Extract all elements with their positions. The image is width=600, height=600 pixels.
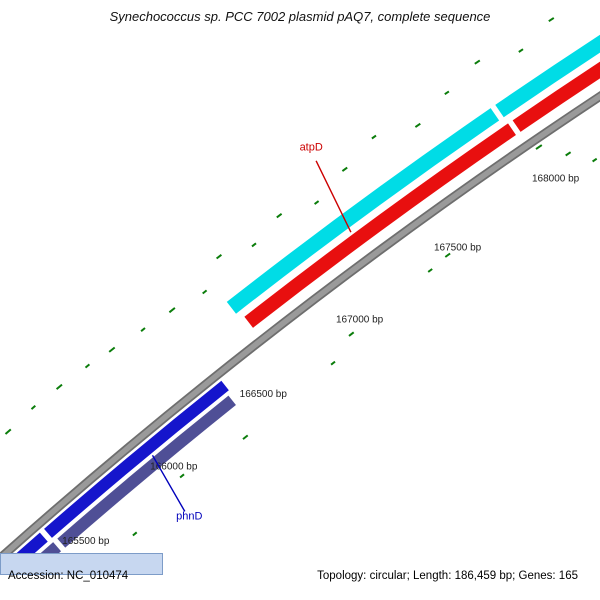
feature-tick [414,122,421,128]
feature-tick [179,473,185,479]
ruler-label: 167000 bp [336,315,384,326]
gene-band-red-seg2[interactable] [512,31,600,132]
gene-label-phnD[interactable]: phnD [176,510,202,522]
feature-tick [84,363,91,369]
selection-highlight [0,553,163,575]
gene-band-slate-seg2[interactable] [57,395,236,548]
feature-tick [251,242,257,248]
feature-tick [215,254,223,260]
gene-band-cyan-seg2[interactable] [495,13,600,118]
feature-tick [168,307,176,314]
feature-tick [314,200,320,205]
feature-tick [108,346,116,353]
feature-ticks [4,17,598,537]
feature-tick [518,48,524,53]
backbone-arc[interactable] [0,20,600,600]
gene-leader-atpD [315,160,352,233]
feature-tick [444,90,450,96]
feature-tick [474,59,481,65]
feature-tick [276,213,283,219]
gene-band-phnD-seg2[interactable] [44,380,229,538]
feature-tick [535,144,543,150]
sequence-title: Synechococcus sp. PCC 7002 plasmid pAQ7,… [109,9,491,24]
ruler-label: 167500 bp [434,242,482,253]
feature-tick [427,268,433,273]
ruler-label: 166500 bp [240,389,288,400]
feature-tick [55,383,63,390]
feature-tick [592,157,598,163]
ruler-label: 166000 bp [150,461,198,472]
feature-tick [132,531,138,537]
feature-tick [30,405,36,410]
status-summary-text: Topology: circular; Length: 186,459 bp; … [317,570,578,582]
ruler-label: 165500 bp [62,536,110,547]
feature-tick [242,434,249,440]
gene-band-slate-seg1[interactable] [0,542,62,600]
feature-tick [371,134,377,140]
status-bar: Accession: NC_010474 Topology: circular;… [0,553,600,600]
feature-tick [4,428,12,435]
feature-tick [341,166,348,172]
feature-tick [330,360,336,366]
feature-tick [548,17,555,23]
feature-tick [565,151,572,157]
gene-band-atpD[interactable] [244,123,516,328]
gene-band-cyan-seg1[interactable] [226,108,500,314]
accession-text: Accession: NC_010474 [8,570,129,582]
gene-leader-phnD [151,454,186,512]
gene-label-atpD[interactable]: atpD [300,142,323,154]
feature-tick [348,331,355,337]
ruler-label: 168000 bp [532,174,580,185]
feature-tick [140,327,146,332]
feature-tick [202,289,208,295]
feature-tick [444,252,451,258]
